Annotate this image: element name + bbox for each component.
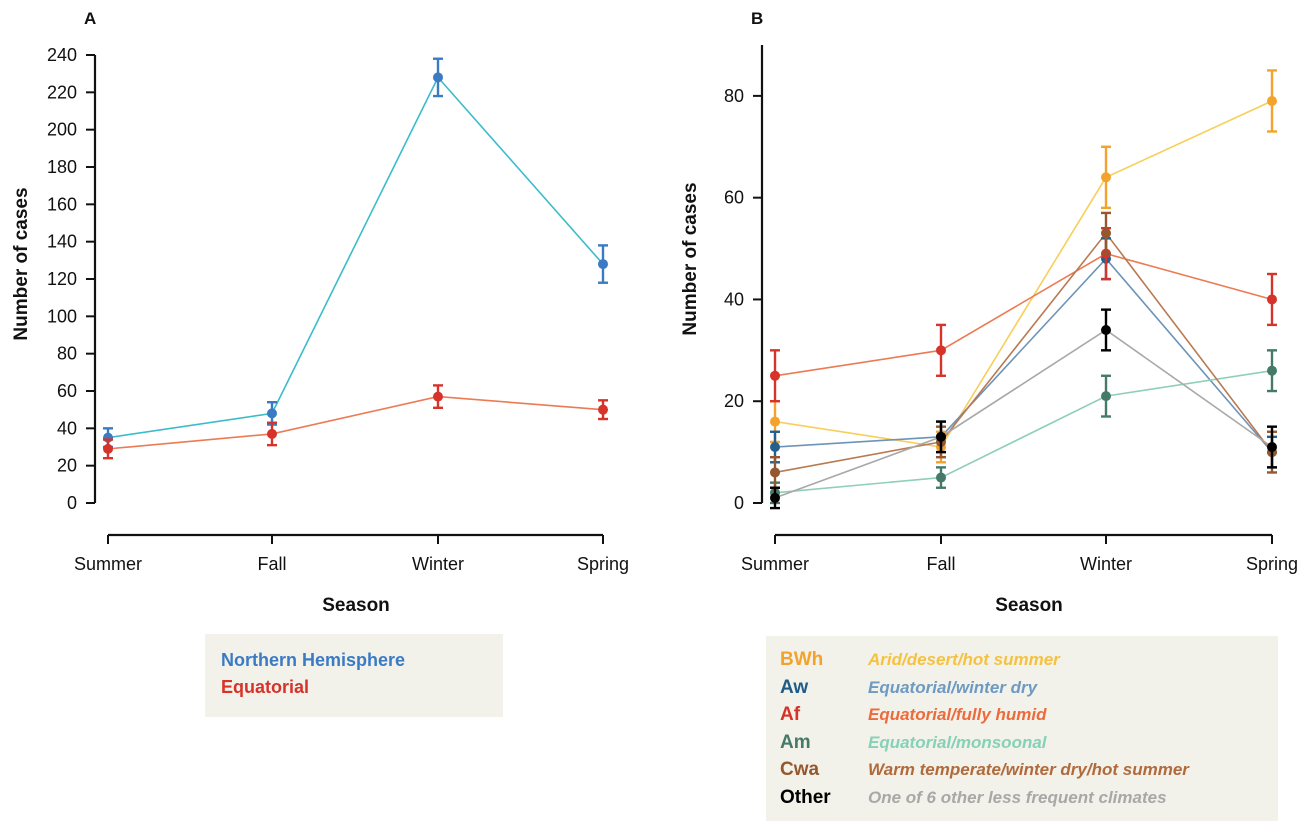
legend-description: Equatorial/winter dry xyxy=(868,677,1038,697)
legend-description: Warm temperate/winter dry/hot summer xyxy=(868,760,1189,779)
data-point xyxy=(1267,365,1277,376)
data-point xyxy=(1267,294,1277,305)
legend-description: Equatorial/fully humid xyxy=(868,705,1047,724)
data-point xyxy=(267,428,277,439)
y-tick-label: 80 xyxy=(724,86,744,106)
y-axis-title: Number of cases xyxy=(680,182,701,335)
data-point xyxy=(1101,391,1111,402)
chart-panel-b: 0 20 40 60 80 Number of cases Summer Fall Winter… xyxy=(680,45,1298,616)
data-point xyxy=(770,370,780,381)
y-tick-label: 40 xyxy=(57,418,77,438)
legend-code: Am xyxy=(780,731,811,753)
panel-label-a: A xyxy=(84,9,96,28)
x-tick-label: Summer xyxy=(741,554,809,574)
data-point xyxy=(433,72,443,83)
y-tick-label: 160 xyxy=(47,194,77,214)
data-point xyxy=(267,408,277,419)
legend-item: Equatorial xyxy=(221,677,310,697)
y-tick-label: 40 xyxy=(724,289,744,309)
y-tick-label: 100 xyxy=(47,306,77,326)
x-tick-label: Fall xyxy=(926,554,955,574)
y-tick-label: 80 xyxy=(57,344,77,364)
series-line xyxy=(774,257,1273,453)
data-point xyxy=(433,391,443,402)
legend-code: Af xyxy=(780,704,801,725)
legend-code: Other xyxy=(780,786,831,808)
legend-description: Arid/desert/hot summer xyxy=(868,650,1060,669)
y-tick-label: 200 xyxy=(47,120,77,140)
data-point xyxy=(598,259,608,270)
chart-panel-a: 0 20 40 60 80 100 120 140 160 180 200 220 240 Number … xyxy=(11,45,629,616)
y-tick-label: 220 xyxy=(47,82,77,102)
data-point xyxy=(770,492,780,503)
data-point xyxy=(1101,172,1111,183)
series-line xyxy=(774,369,1273,494)
series-line xyxy=(774,100,1273,448)
x-tick-label: Winter xyxy=(1080,554,1132,574)
data-point xyxy=(936,431,946,442)
x-tick-label: Winter xyxy=(412,554,464,574)
legend-item: Northern Hemisphere xyxy=(221,650,406,670)
legend-panel-a: Northern Hemisphere Equatorial xyxy=(205,634,503,717)
x-tick-label: Fall xyxy=(257,554,286,574)
x-axis-title: Season xyxy=(995,595,1063,616)
y-tick-label: 0 xyxy=(67,493,77,513)
y-tick-label: 180 xyxy=(47,157,77,177)
panel-label-b: B xyxy=(751,9,763,28)
data-point xyxy=(103,443,113,454)
data-point xyxy=(770,442,780,453)
series-line xyxy=(774,329,1273,499)
series-line xyxy=(774,231,1273,474)
series-line xyxy=(774,252,1273,377)
y-tick-label: 20 xyxy=(724,391,744,411)
legend-code: BWh xyxy=(780,649,824,670)
x-axis-title: Season xyxy=(322,595,390,616)
legend-code: Aw xyxy=(780,676,809,698)
series-line xyxy=(107,395,604,450)
legend-code: Cwa xyxy=(780,759,820,780)
data-point xyxy=(936,345,946,356)
data-point xyxy=(770,416,780,427)
y-tick-label: 120 xyxy=(47,269,77,289)
series-line xyxy=(107,75,604,439)
y-tick-label: 60 xyxy=(724,188,744,208)
y-tick-label: 240 xyxy=(47,45,77,65)
data-point xyxy=(1267,442,1277,453)
data-point xyxy=(1101,228,1111,239)
x-tick-label: Spring xyxy=(577,554,629,574)
y-tick-label: 140 xyxy=(47,232,77,252)
y-tick-label: 0 xyxy=(734,493,744,513)
data-point xyxy=(1267,95,1277,106)
data-point xyxy=(770,467,780,478)
y-tick-label: 60 xyxy=(57,381,77,401)
legend-description: One of 6 other less frequent climates xyxy=(868,787,1167,807)
y-tick-label: 20 xyxy=(57,456,77,476)
legend-description: Equatorial/monsoonal xyxy=(868,732,1047,752)
data-point xyxy=(598,404,608,415)
legend-panel-b: BWh Arid/desert/hot summer Aw Equatorial/wi… xyxy=(766,636,1278,821)
x-tick-label: Summer xyxy=(74,554,142,574)
x-tick-label: Spring xyxy=(1246,554,1298,574)
data-point xyxy=(1101,324,1111,335)
y-axis-title: Number of cases xyxy=(11,187,32,340)
data-point xyxy=(936,472,946,483)
